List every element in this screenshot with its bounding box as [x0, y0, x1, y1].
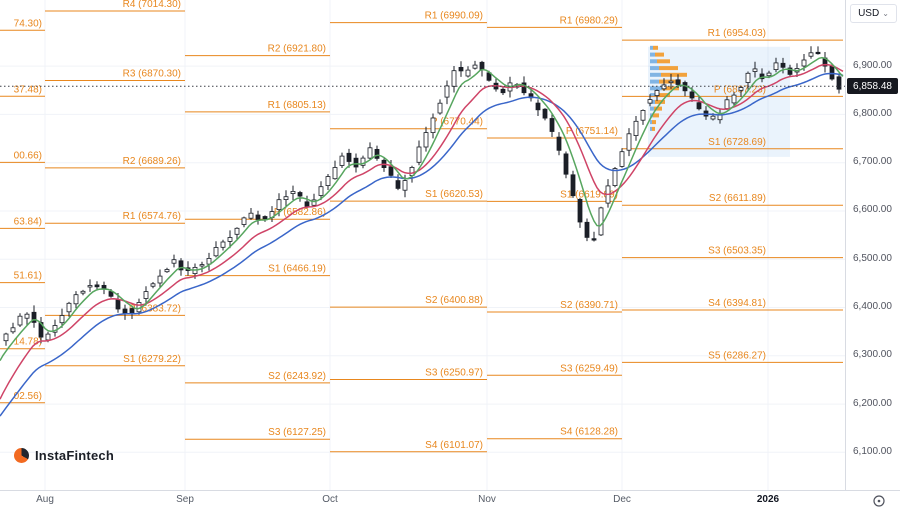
- pivot-label: S4 (6128.28): [560, 427, 618, 438]
- ma-line-medium-ma: [0, 63, 844, 400]
- price-tick: 6,300.00: [853, 349, 892, 361]
- scroll-to-realtime-icon[interactable]: [872, 494, 886, 508]
- price-axis[interactable]: USD ⌄ 6,900.00 6,800.00 6,700.00 6,600.00 6,…: [845, 0, 900, 490]
- pivot-label: P (6751.14): [566, 126, 618, 137]
- pivot-label: R1 (6954.03): [708, 28, 766, 39]
- pivot-label: P (6582.86): [274, 207, 326, 218]
- price-tick: 6,800.00: [853, 107, 892, 119]
- currency-selector[interactable]: USD ⌄: [850, 4, 897, 23]
- brand-logo: InstaFintech: [14, 448, 114, 463]
- time-tick-2026: 2026: [756, 494, 780, 505]
- pivot-label: S2 (6611.89): [709, 193, 766, 204]
- highlight-zone: [648, 46, 790, 157]
- pivot-label: S4 (6101.07): [425, 440, 483, 451]
- pivot-label: S3 (6250.97): [425, 368, 483, 379]
- pivot-label: S3 (6127.25): [268, 427, 326, 438]
- time-axis[interactable]: Aug Sep Oct Nov Dec 2026: [0, 490, 900, 510]
- pivot-label: R1 (6574.76): [123, 211, 181, 222]
- pivot-label: 63.84): [14, 216, 42, 227]
- pivot-label: 14.78): [14, 337, 42, 348]
- time-tick-aug: Aug: [36, 494, 54, 505]
- pivot-label: S2 (6243.92): [268, 371, 326, 382]
- pivot-label: 74.30): [14, 18, 42, 29]
- pivot-levels: 74.30) 37.48) 00.66) 63.84) 51.61) 14.78) 02.5…: [0, 0, 843, 453]
- pivot-label: R4 (7014.30): [123, 0, 181, 10]
- ma-line-fast-ma: [0, 56, 844, 361]
- pivot-label: 37.48): [14, 84, 42, 95]
- time-tick-nov: Nov: [478, 494, 496, 505]
- pivot-label: R1 (6980.29): [560, 15, 618, 26]
- pivot-label: S4 (6394.81): [708, 298, 766, 309]
- pivot-label: R2 (6921.80): [268, 44, 326, 55]
- pivot-label: R3 (6870.30): [123, 69, 181, 80]
- pivot-label: R2 (6689.26): [123, 156, 181, 167]
- pivot-label: S2 (6390.71): [560, 300, 618, 311]
- currency-label: USD: [858, 8, 880, 19]
- pivot-label: S1 (6279.22): [123, 354, 181, 365]
- pivot-label: S3 (6259.49): [560, 363, 618, 374]
- pivot-label: P (6383.72): [129, 303, 181, 314]
- price-tick: 6,200.00: [853, 397, 892, 409]
- time-tick-sep: Sep: [176, 494, 194, 505]
- chevron-down-icon: ⌄: [882, 9, 889, 18]
- pivot-label: S1 (6466.19): [268, 264, 326, 275]
- chart-plot-area[interactable]: 74.30) 37.48) 00.66) 63.84) 51.61) 14.78) 02.5…: [0, 0, 845, 490]
- price-tick: 6,600.00: [853, 204, 892, 216]
- pivot-label: P (6770.44): [431, 117, 483, 128]
- price-tick: 6,100.00: [853, 445, 892, 457]
- time-tick-oct: Oct: [322, 494, 338, 505]
- current-price-badge: 6,858.48: [847, 78, 898, 95]
- pivot-label: 00.66): [14, 150, 42, 161]
- price-tick: 6,500.00: [853, 252, 892, 264]
- brand-logo-icon: [14, 448, 29, 463]
- pivot-label: 02.56): [14, 391, 42, 402]
- pivot-label: S2 (6400.88): [425, 295, 483, 306]
- pivot-label: R1 (6990.09): [425, 11, 483, 22]
- pivot-label: R1 (6805.13): [268, 100, 326, 111]
- time-tick-dec: Dec: [613, 494, 631, 505]
- pivot-label: S1 (6619.89): [560, 189, 618, 200]
- pivot-label: S3 (6503.35): [708, 246, 766, 257]
- brand-logo-text: InstaFintech: [35, 448, 114, 463]
- pivot-label: S1 (6620.53): [425, 189, 483, 200]
- pivot-label: 51.61): [14, 271, 42, 282]
- price-tick: 6,400.00: [853, 301, 892, 313]
- pivot-label: S1 (6728.69): [708, 137, 766, 148]
- ma-line-slow-ma: [0, 72, 844, 417]
- pivot-label: S5 (6286.27): [708, 350, 766, 361]
- price-tick: 6,900.00: [853, 59, 892, 71]
- price-tick: 6,700.00: [853, 156, 892, 168]
- candlestick-chart-canvas[interactable]: 74.30) 37.48) 00.66) 63.84) 51.61) 14.78) 02.5…: [0, 0, 845, 490]
